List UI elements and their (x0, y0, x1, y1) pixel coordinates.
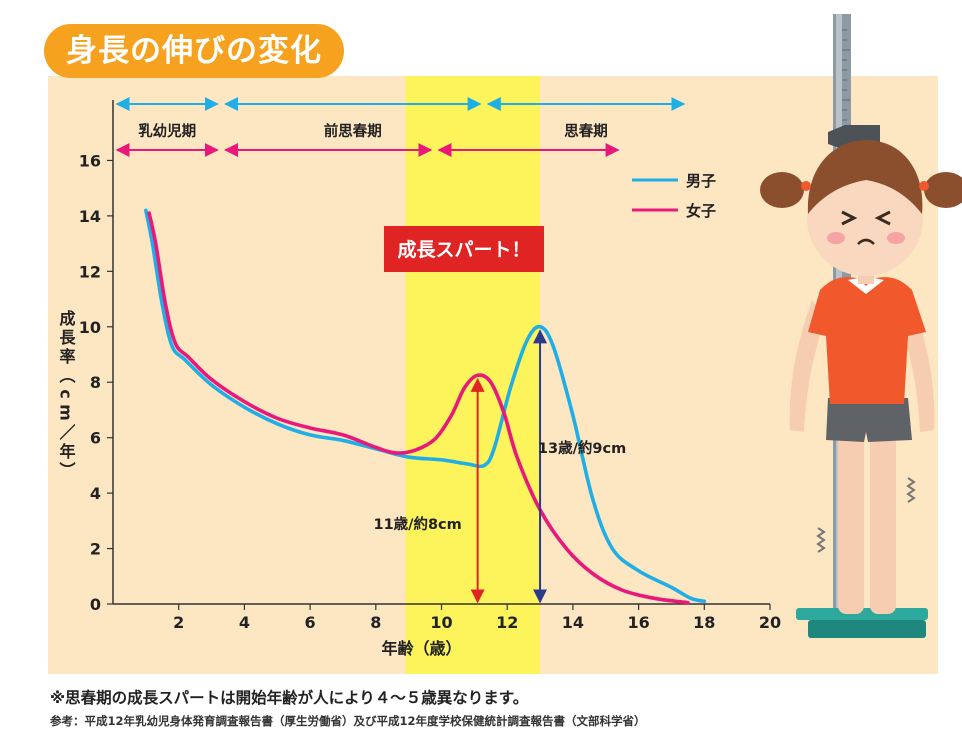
girl-illustration (760, 140, 962, 614)
x-tick-label: 16 (627, 613, 649, 632)
x-tick-label: 20 (759, 613, 781, 632)
x-tick-label: 18 (693, 613, 715, 632)
growth-spurt-band (405, 76, 541, 674)
phase-label: 前思春期 (324, 122, 382, 140)
x-tick-label: 12 (496, 613, 518, 632)
y-tick-label: 4 (90, 484, 101, 503)
y-axis-label: 成長率（ c m ／年） (57, 309, 76, 478)
footnote: ※思春期の成長スパートは開始年齢が人により４～５歳異なります。 (50, 689, 529, 707)
x-tick-label: 2 (173, 613, 184, 632)
x-tick-label: 8 (370, 613, 381, 632)
legend-label: 男子 (686, 172, 716, 190)
y-tick-label: 2 (90, 540, 101, 559)
boys-peak-label: 13歳/約9cm (538, 439, 626, 457)
series-line-boys (144, 208, 707, 604)
y-tick-label: 16 (79, 151, 101, 170)
phase-label: 思春期 (564, 122, 608, 140)
x-tick-label: 4 (239, 613, 250, 632)
growth-spurt-label: 成長スパート！ (397, 238, 530, 261)
x-tick-label: 14 (562, 613, 584, 632)
y-tick-label: 12 (79, 262, 101, 281)
girls-peak-label: 11歳/約8cm (373, 515, 461, 533)
growth-spurt-badge (384, 226, 544, 272)
reference-note: 参考：平成12年乳幼児身体発育調査報告書（厚生労働省）及び平成12年度学校保健統… (50, 714, 646, 728)
phase-label: 乳幼児期 (138, 122, 196, 140)
y-tick-label: 6 (90, 429, 101, 448)
legend-label: 女子 (686, 202, 716, 220)
series-line-girls (147, 211, 690, 605)
x-tick-label: 6 (305, 613, 316, 632)
y-tick-label: 8 (90, 373, 101, 392)
y-tick-label: 10 (79, 318, 101, 337)
x-axis-label: 年齢（歳） (381, 639, 461, 658)
x-tick-label: 10 (430, 613, 452, 632)
page-title: 身長の伸びの変化 (44, 24, 344, 78)
y-tick-label: 14 (79, 207, 101, 226)
y-tick-label: 0 (90, 595, 101, 614)
scale-base (796, 608, 928, 620)
